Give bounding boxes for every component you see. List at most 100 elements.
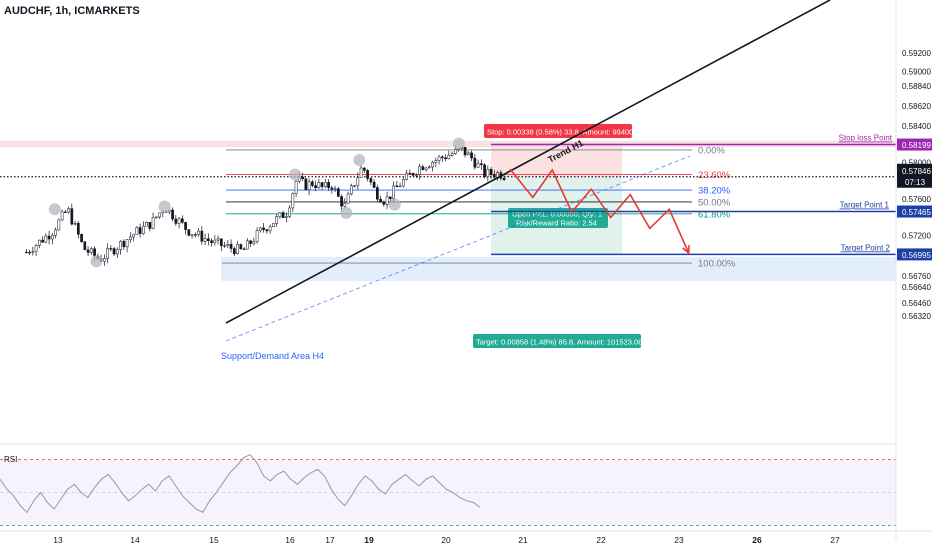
candle-body xyxy=(262,227,265,230)
candle-body xyxy=(252,241,256,244)
candle-body xyxy=(57,219,61,231)
candle-body xyxy=(362,167,366,171)
candle-body xyxy=(255,230,259,242)
swing-marker xyxy=(48,203,61,216)
target-1-price-badge-bg xyxy=(897,205,932,218)
time-tick-label: 13 xyxy=(53,535,63,545)
fib-level-label: 100.00% xyxy=(698,259,736,270)
candle-body xyxy=(213,239,217,244)
time-tick-label: 17 xyxy=(325,535,335,545)
fibonacci-retracement[interactable]: 0.00% 23.60% 38.20%50.00%61.80% 100.00% Supp… xyxy=(221,145,736,361)
candle-body xyxy=(83,241,87,251)
chart-title: AUDCHF, 1h, ICMARKETS xyxy=(4,5,140,17)
channel-dashed-line[interactable] xyxy=(225,155,691,342)
projection-path[interactable] xyxy=(509,168,690,255)
candle-body xyxy=(210,240,213,244)
price-tick-label: 0.58000 xyxy=(902,159,931,168)
candle-body xyxy=(80,234,83,242)
candle-body xyxy=(414,174,418,176)
candle-body xyxy=(223,245,226,247)
candle-body xyxy=(340,196,343,207)
candle-body xyxy=(304,178,308,191)
candle-body xyxy=(174,218,178,224)
candle-body xyxy=(70,208,74,225)
target-2-price-badge: 0.56995 xyxy=(902,251,931,260)
projection-zigzag[interactable] xyxy=(509,168,690,254)
fib-level-label: 61.80% xyxy=(698,209,731,220)
candle-body xyxy=(154,216,158,218)
candle-body xyxy=(86,249,90,253)
stop-loss-price-badge-bg xyxy=(897,138,932,151)
candle-body xyxy=(476,163,480,168)
candle-body xyxy=(128,236,132,240)
target-2-label: Target Point 2 xyxy=(841,243,891,252)
candle-body xyxy=(275,216,278,224)
support-zone-label: Support/Demand Area H4 xyxy=(221,351,324,361)
trend-line-h1[interactable] xyxy=(225,0,831,324)
candle-body xyxy=(431,162,434,168)
candle-body xyxy=(466,152,470,156)
candle-body xyxy=(453,149,457,154)
price-tick-label: 0.58400 xyxy=(902,122,931,131)
price-zones xyxy=(0,140,896,281)
candle-body xyxy=(323,182,327,187)
candle-body xyxy=(76,223,80,235)
candle-body xyxy=(203,238,207,242)
swing-marker xyxy=(289,168,301,181)
candle-body xyxy=(24,251,28,254)
fib-level-label: 0.00% xyxy=(698,145,725,156)
candle-body xyxy=(314,185,317,188)
candle-body xyxy=(353,185,356,187)
target-label-bg xyxy=(473,334,641,348)
candle-body xyxy=(437,156,441,161)
time-tick-label: 15 xyxy=(209,535,219,545)
candle-body xyxy=(320,182,324,187)
candle-body xyxy=(141,225,145,234)
candle-body xyxy=(54,229,57,236)
candle-body xyxy=(388,196,392,199)
candle-body xyxy=(265,229,269,232)
candle-body xyxy=(447,155,451,160)
candle-body xyxy=(502,177,506,180)
candle-body xyxy=(50,234,54,240)
candle-body xyxy=(492,174,496,178)
candle-body xyxy=(427,166,431,169)
candle-body xyxy=(37,239,41,246)
swing-marker xyxy=(340,206,353,219)
candle-body xyxy=(294,180,298,194)
candle-body xyxy=(122,241,126,248)
candle-body xyxy=(125,239,129,248)
candle-body xyxy=(356,177,360,186)
candle-body xyxy=(310,181,314,186)
candle-body xyxy=(486,168,490,177)
current-price-badge: 0.57846 xyxy=(902,167,931,176)
candle-body xyxy=(359,167,363,178)
time-tick-label: 22 xyxy=(596,535,606,545)
candle-body xyxy=(67,208,70,213)
current-price-badge-bg xyxy=(897,163,932,188)
candle-body xyxy=(489,168,493,175)
candle-body xyxy=(434,160,438,163)
candle-body xyxy=(31,251,35,253)
rsi-panel: RSI60.0040.00 xyxy=(0,443,932,526)
candle-body xyxy=(249,240,252,244)
candle-body xyxy=(197,230,200,235)
fib-level-label: 50.00% xyxy=(698,197,731,208)
candle-body xyxy=(343,202,347,207)
candle-body xyxy=(271,223,275,228)
candle-body xyxy=(138,227,142,234)
time-tick-label: 19 xyxy=(364,535,374,545)
price-tick-label: 0.56320 xyxy=(902,312,931,321)
candle-body xyxy=(382,201,386,205)
candle-body xyxy=(219,238,223,247)
price-axis[interactable]: 0.59200 0.59000 0.58840 0.58620 0.58400 0.580… xyxy=(895,0,932,540)
candle-body xyxy=(63,211,67,213)
time-tick-label: 14 xyxy=(130,535,140,545)
candle-body xyxy=(158,212,161,218)
candle-body xyxy=(385,196,389,205)
time-axis[interactable]: 13 14 15 16 17 19 20 21 22 23 26 27 xyxy=(0,530,932,545)
stop-label: Stop: 0.00338 (0.58%) 33.8, Amount: 9940… xyxy=(487,128,633,137)
candle-body xyxy=(288,207,291,217)
candle-body xyxy=(379,198,382,203)
